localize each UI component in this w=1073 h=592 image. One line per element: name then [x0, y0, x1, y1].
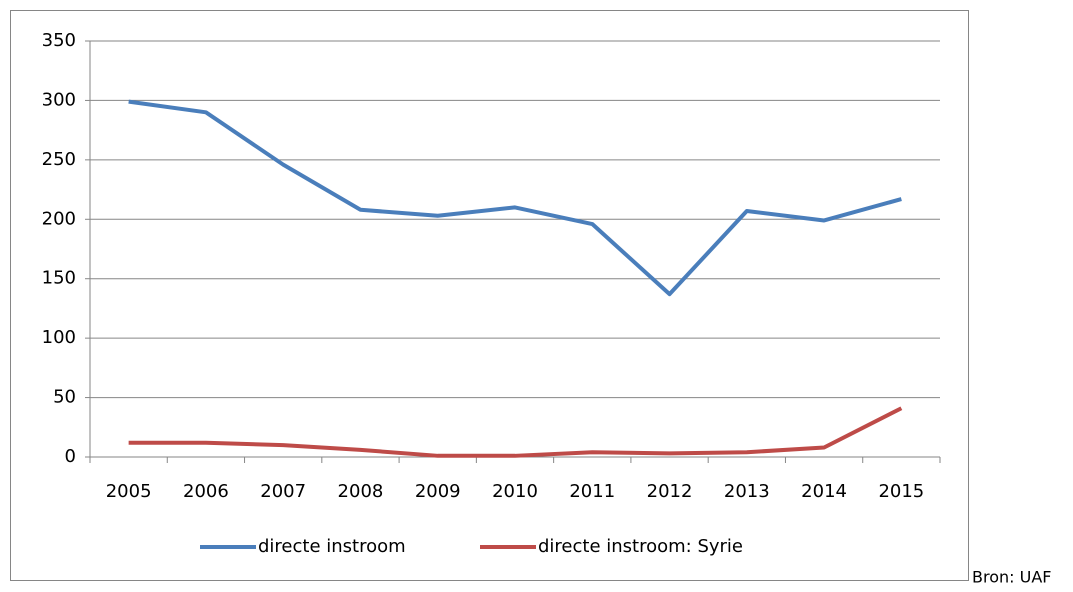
y-tick-label: 200 — [42, 208, 76, 229]
y-tick-label: 250 — [42, 149, 76, 170]
x-tick-label: 2013 — [724, 481, 770, 502]
x-tick-label: 2006 — [183, 481, 229, 502]
legend-label: directe instroom: Syrie — [538, 536, 743, 557]
x-tick-label: 2009 — [415, 481, 461, 502]
source-note: Bron: UAF — [972, 568, 1051, 587]
x-tick-label: 2011 — [569, 481, 615, 502]
y-tick-label: 0 — [65, 446, 76, 467]
line-series — [128, 406, 903, 458]
y-tick-label: 100 — [42, 327, 76, 348]
x-tick-label: 2008 — [338, 481, 384, 502]
x-tick-label: 2005 — [106, 481, 152, 502]
y-tick-label: 150 — [42, 268, 76, 289]
x-tick-label: 2015 — [878, 481, 924, 502]
x-tick-label: 2007 — [260, 481, 306, 502]
x-tick-label: 2010 — [492, 481, 538, 502]
line-series — [128, 99, 902, 297]
x-tick-label: 2014 — [801, 481, 847, 502]
y-tick-label: 300 — [42, 89, 76, 110]
y-tick-label: 50 — [53, 387, 76, 408]
x-tick-label: 2012 — [647, 481, 693, 502]
y-tick-label: 350 — [42, 30, 76, 51]
legend-label: directe instroom — [258, 536, 406, 557]
